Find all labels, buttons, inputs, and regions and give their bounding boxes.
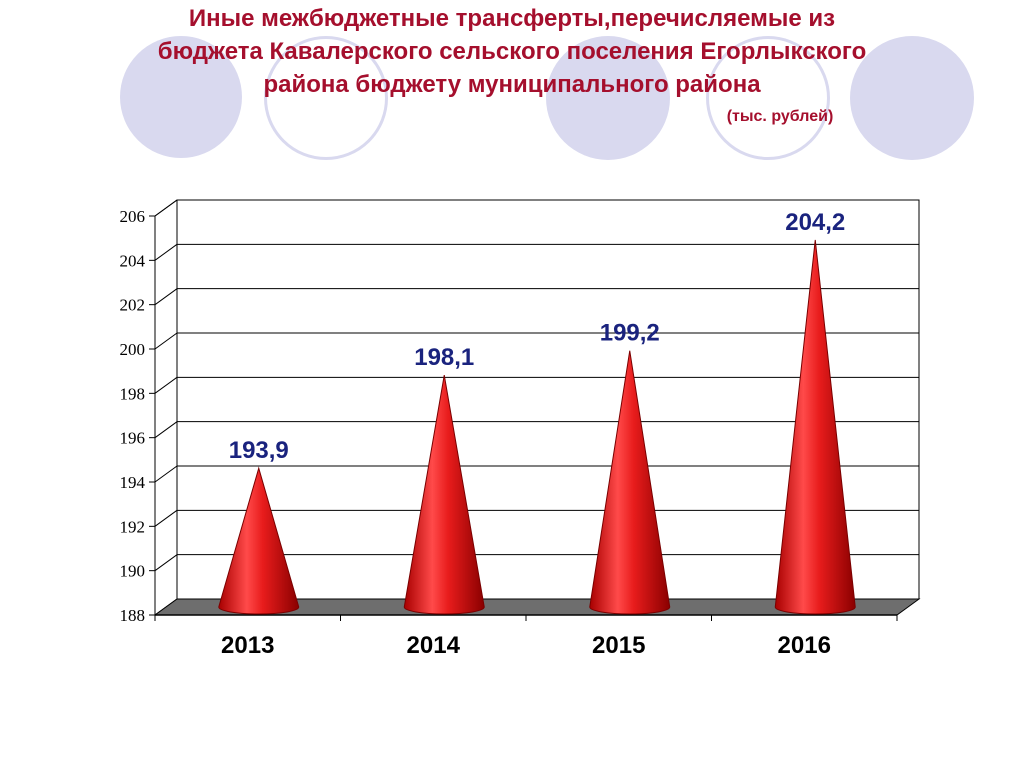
- unit-note: (тыс. рублей): [726, 108, 834, 125]
- data-label: 193,9: [229, 437, 289, 464]
- y-tick-label: 204: [120, 251, 146, 270]
- gridline-side: [154, 509, 178, 527]
- slide-title: Иные межбюджетные трансферты,перечисляем…: [40, 2, 984, 101]
- x-tick-label: 2015: [592, 632, 645, 659]
- y-tick-label: 202: [120, 296, 146, 315]
- decor-circle-4: [706, 36, 830, 160]
- slide-title-line: бюджета Кавалерского сельского поселения…: [157, 38, 867, 65]
- cone-bar: [589, 350, 671, 615]
- data-label: 199,2: [600, 320, 660, 347]
- x-tick-label: 2016: [778, 632, 831, 659]
- cone-bar: [218, 466, 300, 615]
- gridline-side: [154, 421, 178, 439]
- gridline-side: [154, 332, 178, 350]
- y-tick-label: 196: [120, 429, 146, 448]
- cone-bar: [774, 239, 856, 615]
- top-depth-line: [154, 199, 178, 217]
- gridline-side: [154, 376, 178, 394]
- y-tick-label: 194: [120, 473, 146, 492]
- gridline-side: [154, 465, 178, 483]
- slide-title-line: Иные межбюджетные трансферты,перечисляем…: [188, 5, 836, 32]
- gridline-side: [154, 288, 178, 306]
- y-tick-label: 200: [120, 340, 146, 359]
- cone-body: [589, 350, 671, 615]
- y-tick-label: 206: [120, 207, 146, 226]
- gridline-side: [154, 243, 178, 261]
- y-tick-label: 188: [120, 606, 146, 625]
- x-tick-label: 2014: [407, 632, 461, 659]
- y-tick-label: 192: [120, 517, 146, 536]
- x-tick-label: 2013: [221, 632, 274, 659]
- decor-circle-2: [264, 36, 388, 160]
- cone-body: [218, 466, 300, 615]
- gridline-side: [154, 554, 178, 572]
- cone-bar: [403, 375, 485, 615]
- data-label: 198,1: [414, 344, 474, 371]
- slide-title-line: района бюджету муниципального района: [263, 71, 761, 98]
- decor-circle-5: [850, 36, 974, 160]
- decor-circle-1: [120, 36, 242, 158]
- data-label: 204,2: [785, 209, 845, 236]
- y-tick-label: 190: [120, 562, 146, 581]
- cone-body: [403, 375, 485, 615]
- cone-body: [774, 239, 856, 615]
- y-tick-label: 198: [120, 384, 146, 403]
- decor-circle-3: [546, 36, 670, 160]
